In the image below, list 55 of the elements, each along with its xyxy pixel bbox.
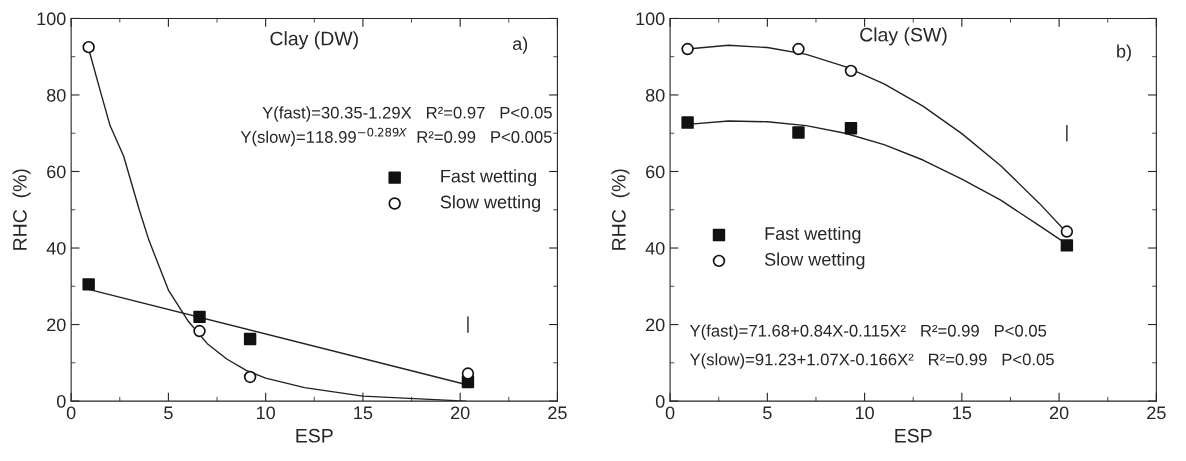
y-tick-label: 100 xyxy=(37,12,66,26)
point xyxy=(844,64,858,78)
y-tick-label: 80 xyxy=(47,88,66,102)
x-tick-label: 25 xyxy=(548,406,567,420)
point xyxy=(681,116,694,129)
point xyxy=(1060,239,1074,252)
point xyxy=(792,42,805,56)
y-axis-title: RHC (%) xyxy=(12,169,31,250)
point xyxy=(243,370,257,384)
x-tick-label: 10 xyxy=(855,406,874,420)
x-tick-label: 0 xyxy=(66,406,76,420)
annotation: Y(fast)=71.68+0.84X-0.115X² R²=0.99 P<0.05 xyxy=(689,324,1047,340)
point xyxy=(681,42,694,56)
x-tick-label: 0 xyxy=(665,406,675,420)
legend-label: Slow wetting xyxy=(764,252,865,270)
y-tick-label: 20 xyxy=(646,318,665,332)
y-tick-label: 0 xyxy=(56,395,66,408)
y-tick-label: 40 xyxy=(645,241,665,255)
point xyxy=(82,278,95,291)
annotation: Y(fast)=30.35-1.29X R²=0.97 P<0.05 xyxy=(262,106,552,122)
chart-title: Clay (SW) xyxy=(860,27,947,46)
y-tick-label: 60 xyxy=(47,165,66,179)
x-tick-label: 20 xyxy=(451,406,470,420)
legend-label: Fast wetting xyxy=(765,226,861,244)
annotation: Y(slow)=91.23+1.07X-0.166X² R²=0.99 P<0.05 xyxy=(689,353,1054,369)
annotation: b) xyxy=(1117,44,1131,62)
y-tick-label: 20 xyxy=(47,318,66,332)
y-tick-label: 40 xyxy=(46,241,66,255)
point xyxy=(82,40,95,54)
point xyxy=(193,310,206,324)
x-tick-label: 15 xyxy=(953,406,972,420)
y-tick-label: 100 xyxy=(636,12,665,26)
x-axis-title: ESP xyxy=(296,428,333,443)
y-tick-label: 80 xyxy=(645,88,665,102)
x-tick-label: 25 xyxy=(1147,406,1166,420)
point xyxy=(792,126,805,139)
point xyxy=(193,324,206,338)
x-tick-label: 5 xyxy=(763,406,772,420)
annotation: a) xyxy=(512,36,528,54)
point xyxy=(461,367,475,380)
y-axis-title: RHC (%) xyxy=(611,169,630,250)
x-tick-label: 5 xyxy=(164,406,173,420)
x-tick-label: 15 xyxy=(354,406,373,420)
y-tick-label: 60 xyxy=(646,165,665,179)
x-tick-label: 20 xyxy=(1049,406,1069,420)
point xyxy=(1060,225,1074,238)
legend-label: Slow wetting xyxy=(440,195,541,212)
legend-label: Fast wetting xyxy=(441,169,536,187)
x-tick-label: 10 xyxy=(257,406,275,420)
point xyxy=(844,122,858,135)
annotation: Y(slow)=118.99$^{−0.289X}$ R²=0.99 P<0.005 xyxy=(240,127,552,147)
x-axis-title: ESP xyxy=(895,428,932,443)
text: Clay (DW) xyxy=(270,31,358,50)
y-tick-label: 0 xyxy=(655,395,665,408)
point xyxy=(243,332,257,346)
